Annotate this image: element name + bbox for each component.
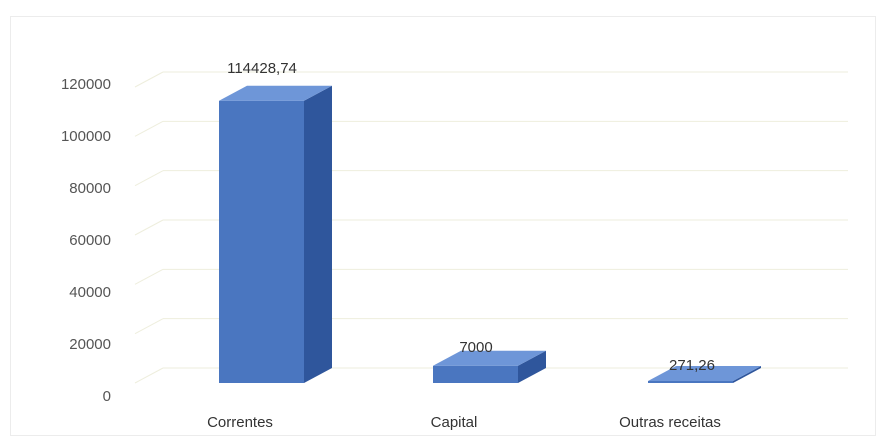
bar-side-face xyxy=(733,366,761,383)
bar-top-face xyxy=(433,350,546,366)
gridline-depth xyxy=(134,170,164,187)
chart-frame xyxy=(10,16,876,436)
gridline-depth xyxy=(134,71,164,88)
y-tick-label-20000: 20000 xyxy=(69,336,111,353)
bar-front-face xyxy=(648,381,733,383)
category-label-outras-receitas: Outras receitas xyxy=(619,414,721,431)
category-label-capital: Capital xyxy=(431,414,478,431)
y-tick-label-100000: 100000 xyxy=(61,128,111,145)
y-tick-label-0: 0 xyxy=(103,388,111,405)
gridline-depth xyxy=(134,367,164,384)
bar-outras-receitas xyxy=(648,366,761,383)
bar-front-face xyxy=(219,100,304,384)
bars xyxy=(219,85,761,384)
gridline-depth xyxy=(134,120,164,137)
gridline-depth xyxy=(134,219,164,236)
gridline-depth xyxy=(134,268,164,285)
data-label-correntes: 114428,74 xyxy=(227,60,297,77)
data-label-outras-receitas: 271,26 xyxy=(669,357,715,374)
data-label-capital: 7000 xyxy=(459,339,492,356)
y-tick-label-60000: 60000 xyxy=(69,232,111,249)
category-label-correntes: Correntes xyxy=(207,414,273,431)
y-tick-label-40000: 40000 xyxy=(69,284,111,301)
bar-top-face xyxy=(219,85,332,101)
bar-top-face xyxy=(648,366,761,381)
data-labels: 114428,74 7000 271,26 xyxy=(227,60,715,374)
bar-side-face xyxy=(304,85,332,384)
y-tick-label-120000: 120000 xyxy=(61,76,111,93)
gridline-depth xyxy=(134,318,164,335)
bar-capital xyxy=(433,350,546,383)
bar-correntes xyxy=(219,85,332,384)
y-axis-ticks: 0 20000 40000 60000 80000 100000 120000 xyxy=(61,76,111,405)
x-axis-categories: Correntes Capital Outras receitas xyxy=(207,414,721,431)
bar-side-face xyxy=(518,350,546,383)
y-tick-label-80000: 80000 xyxy=(69,180,111,197)
bar-front-face xyxy=(433,365,518,383)
